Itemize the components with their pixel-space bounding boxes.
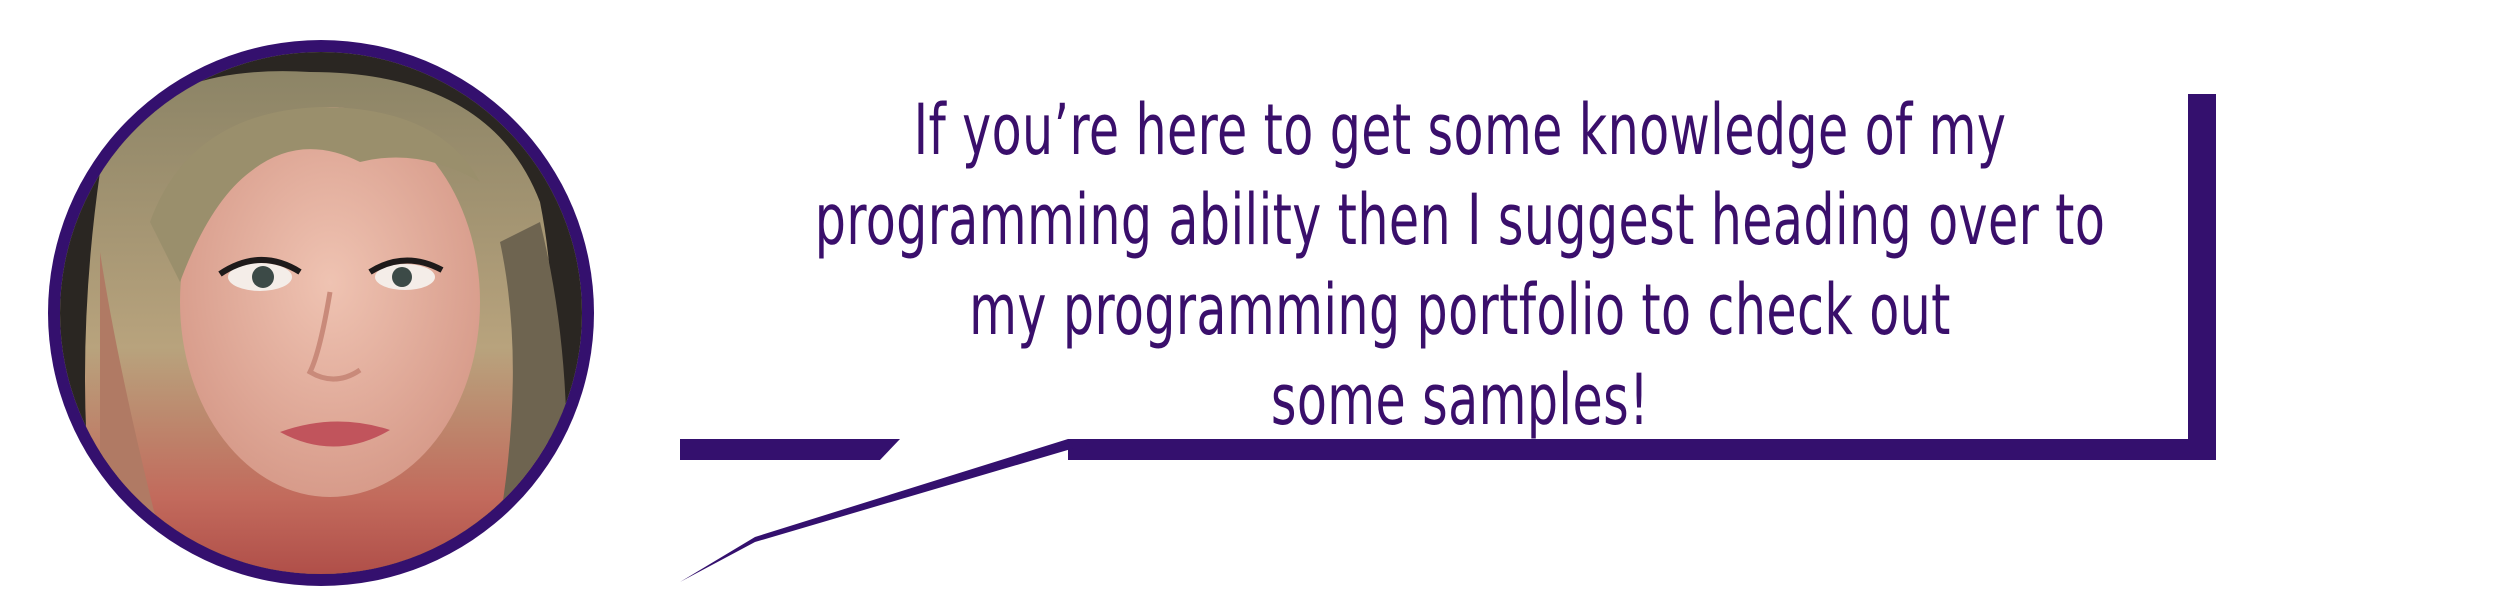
speech-line-1: If you’re here to get some knowledge of … <box>913 89 2007 171</box>
avatar-photo <box>60 52 582 574</box>
speech-bubble-frame <box>680 94 2216 582</box>
speech-bubble: If you’re here to get some knowledge of … <box>680 85 2240 605</box>
avatar <box>48 40 594 586</box>
speech-bubble-bottom-border <box>1068 439 2216 460</box>
speech-bubble-right-border <box>2188 94 2216 460</box>
speech-line-4: some samples! <box>1270 359 1650 441</box>
speech-line-2: programming ability then I suggest headi… <box>814 179 2106 261</box>
person-portrait-icon <box>60 52 582 574</box>
speech-bubble-text: If you’re here to get some knowledge of … <box>815 85 2105 505</box>
speech-bubble-bottom-border-left <box>680 439 862 460</box>
speech-line-3: my programming portfolio to check out <box>969 269 1951 351</box>
